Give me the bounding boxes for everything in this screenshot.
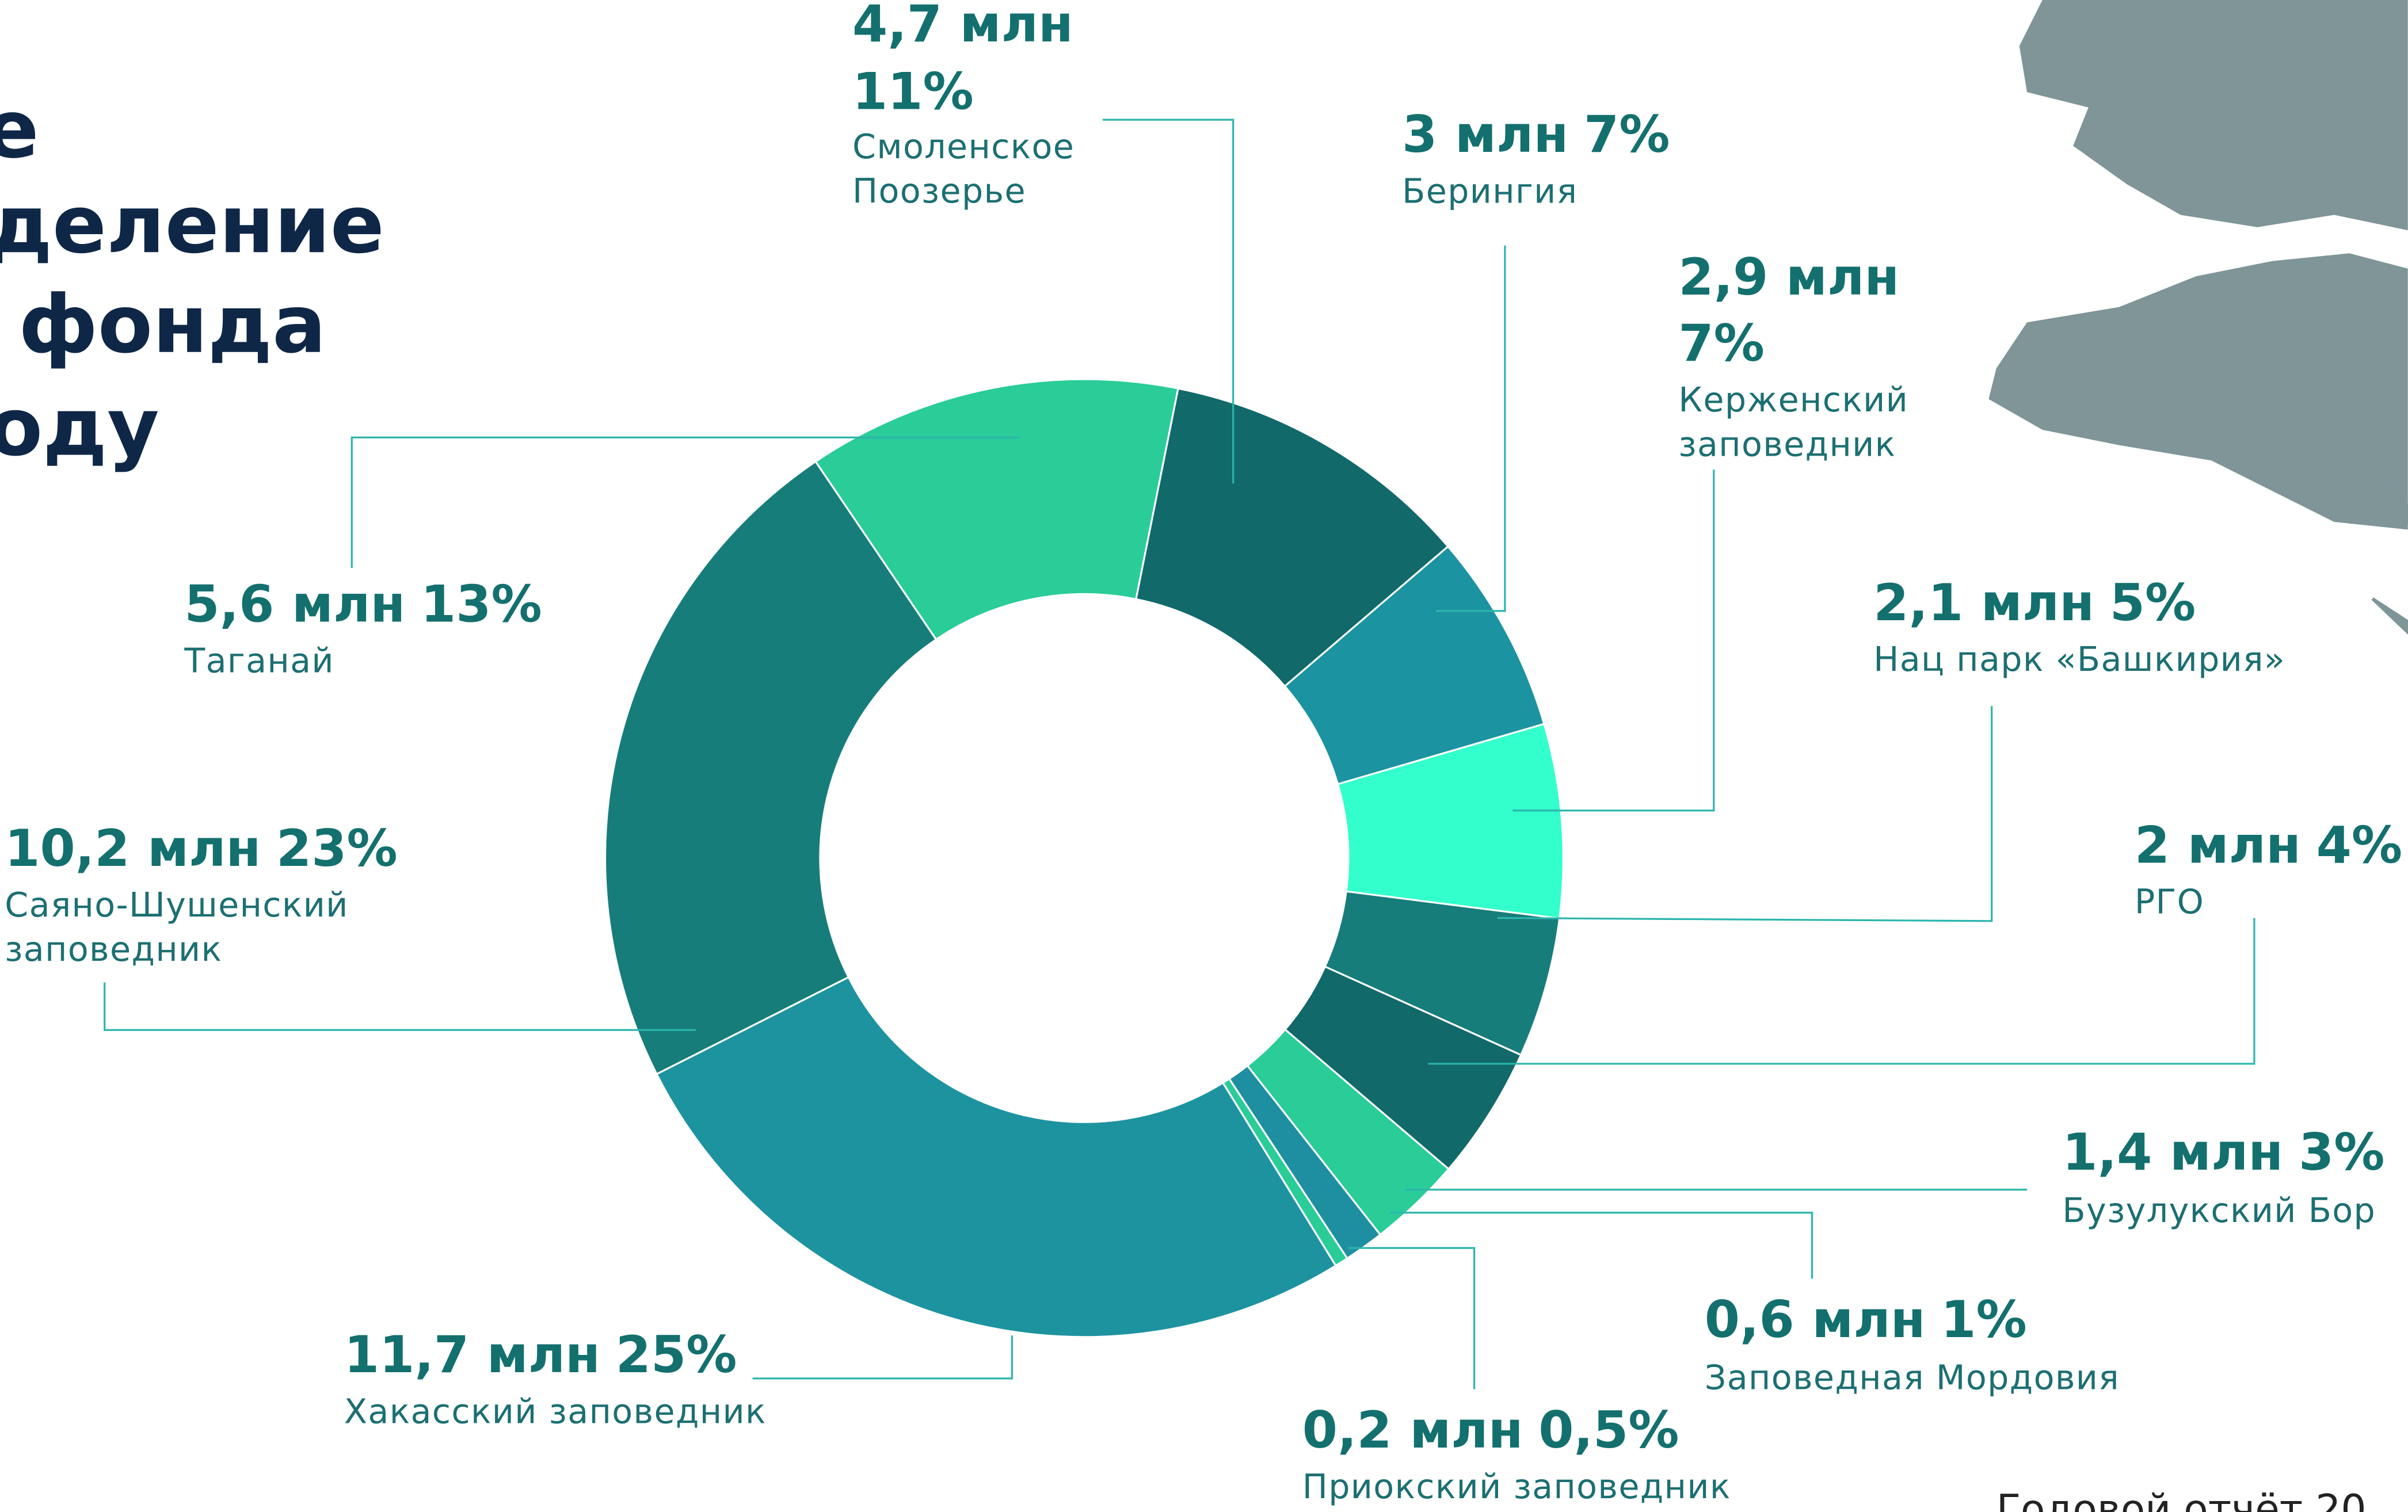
- footer: Годовой отчёт 20: [1996, 1487, 2367, 1512]
- share: 23%: [276, 819, 398, 878]
- share: 4%: [2316, 815, 2402, 875]
- category-label: РГО: [2135, 883, 2204, 922]
- amount: 10,2 млн: [5, 819, 261, 878]
- amount: 5,6 млн: [184, 574, 405, 633]
- amount: 3 млн: [1402, 105, 1568, 164]
- leader-line: [1498, 706, 1992, 921]
- title-line: оду: [0, 380, 159, 474]
- share: 3%: [2299, 1122, 2384, 1182]
- share: 5%: [2110, 573, 2196, 632]
- share: 0,5%: [1538, 1400, 1679, 1460]
- amount: 0,2 млн: [1302, 1400, 1523, 1460]
- amount: 2,9 млн: [1678, 247, 1899, 307]
- leader-line: [1390, 1213, 1812, 1279]
- value-label: 11,7 млн 25%: [344, 1325, 737, 1384]
- share: 7%: [1584, 105, 1670, 164]
- category-label: Хакасский заповедник: [344, 1392, 767, 1431]
- value-label: 2,1 млн 5%: [1873, 573, 2196, 632]
- category-label: Приокский заповедник: [1302, 1467, 1731, 1506]
- share-label: 7%: [1678, 314, 1764, 373]
- chart: е деление фонда оду Годовой отчёт 20 4,7…: [0, 0, 2408, 1512]
- value-label: 4,7 млн: [852, 0, 1073, 54]
- leader-line: [1348, 1248, 1474, 1389]
- title-line: фонда: [18, 278, 326, 371]
- amount: 4,7 млн: [852, 0, 1073, 54]
- value-label: 5,6 млн 13%: [184, 574, 542, 633]
- tree-decoration: [1988, 0, 2407, 632]
- value-label: 0,6 млн 1%: [1705, 1290, 2027, 1349]
- share: 1%: [1941, 1290, 2026, 1349]
- leader-line: [105, 983, 696, 1030]
- amount: 2 млн: [2135, 815, 2301, 875]
- leader-line: [753, 1335, 1012, 1379]
- value-label: 2,9 млн: [1678, 247, 1899, 307]
- category-label: Таганай: [184, 642, 334, 681]
- donut-segment: [657, 977, 1336, 1337]
- share: 13%: [421, 574, 542, 633]
- title-line: е: [0, 83, 39, 176]
- page: {"chart_data": {"type": "donut", "title_…: [0, 0, 2408, 1512]
- value-label: 3 млн 7%: [1402, 105, 1670, 164]
- amount: 11,7 млн: [344, 1325, 600, 1384]
- category-label: Бузулукский Бор: [2062, 1191, 2376, 1230]
- amount: 2,1 млн: [1873, 573, 2094, 632]
- value-label: 10,2 млн 23%: [5, 819, 398, 878]
- share-label: 11%: [852, 62, 974, 121]
- share: 25%: [616, 1325, 737, 1384]
- category-label: Берингия: [1402, 171, 1578, 211]
- value-label: 1,4 млн 3%: [2062, 1122, 2384, 1182]
- amount: 0,6 млн: [1705, 1290, 1926, 1349]
- category-label: Заповедная Мордовия: [1705, 1358, 2120, 1398]
- amount: 1,4 млн: [2062, 1122, 2283, 1182]
- category-label: Нац парк «Башкирия»: [1873, 640, 2285, 679]
- title-line: деление: [0, 178, 384, 271]
